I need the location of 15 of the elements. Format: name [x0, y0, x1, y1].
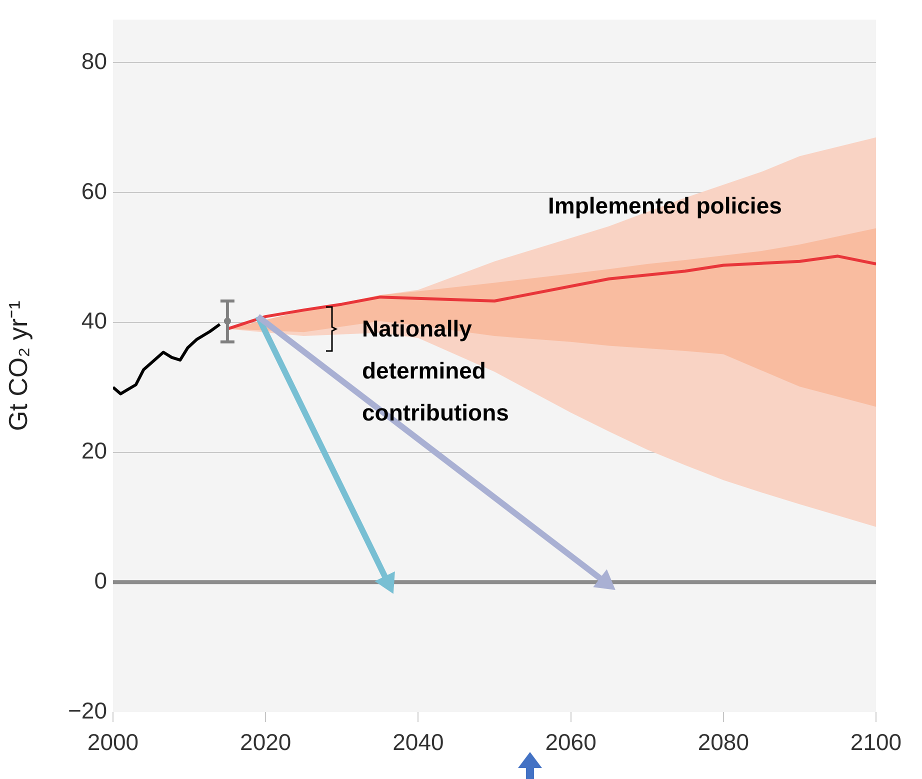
y-tick-label: 20 [81, 438, 107, 464]
x-tick-label: 2100 [850, 729, 902, 756]
y-axis-title: Gt CO₂ yr⁻¹ [2, 300, 33, 432]
x-tick-label: 2080 [698, 729, 749, 756]
x-tick-label: 2020 [240, 729, 292, 756]
annotation: Implemented policies [548, 192, 782, 218]
y-tick-label: 80 [81, 48, 107, 74]
annotation: Nationally determined contributions [362, 315, 509, 426]
y-tick-label: 0 [94, 567, 107, 594]
y-tick-label: −20 [68, 697, 107, 724]
x-tick-label: 2040 [392, 729, 444, 756]
y-tick-label: 40 [81, 308, 107, 334]
x-tick-label: 2000 [87, 729, 139, 756]
y-tick-label: 60 [81, 178, 107, 204]
x-tick-label: 2060 [545, 729, 596, 756]
